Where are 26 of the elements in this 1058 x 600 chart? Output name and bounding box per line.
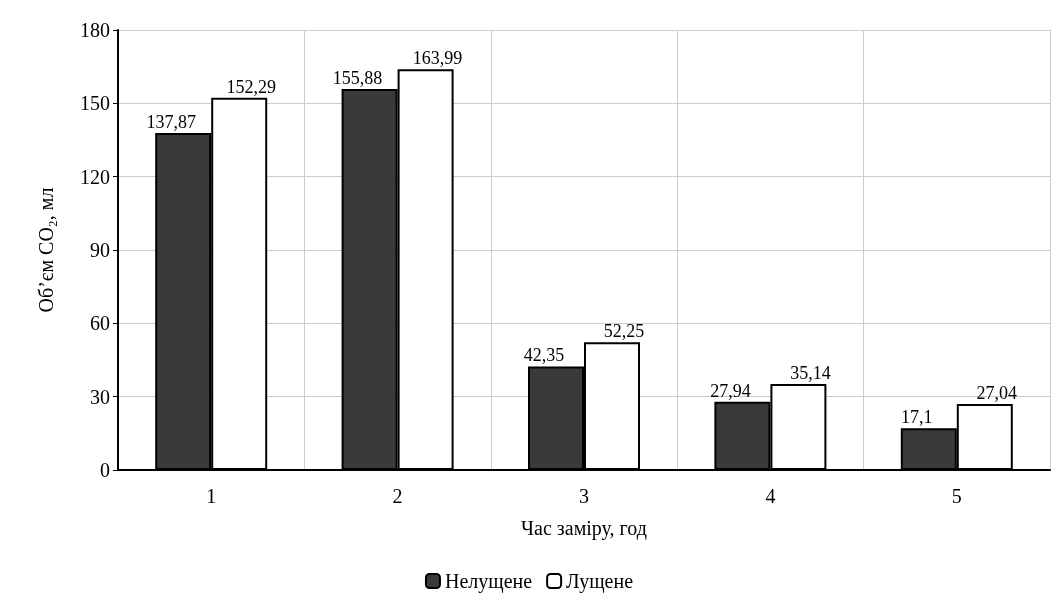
x-tick-label: 3	[579, 485, 589, 507]
y-tick-label: 150	[80, 92, 110, 115]
y-tick-label: 120	[80, 165, 110, 188]
data-label: 152,29	[226, 76, 276, 97]
y-tick-label: 60	[90, 312, 110, 335]
x-tick-label: 4	[765, 485, 776, 507]
data-label: 52,25	[603, 321, 645, 342]
y-tick-label: 0	[100, 459, 110, 481]
data-label: 27,04	[976, 382, 1018, 403]
data-label: 35,14	[790, 363, 831, 384]
x-tick-label: 5	[951, 485, 962, 507]
y-axis-title: Об’єм CO₂, мл	[35, 187, 57, 313]
x-tick-label: 1	[206, 485, 217, 507]
data-label: 155,88	[332, 67, 383, 88]
data-label: 163,99	[412, 48, 463, 69]
y-tick-label: 30	[90, 385, 110, 408]
data-label: 42,35	[523, 345, 565, 366]
x-tick-label: 2	[392, 485, 403, 507]
y-tick-label: 180	[80, 19, 110, 41]
legend-label: Лущене	[566, 570, 634, 593]
legend-label: Нелущене	[444, 570, 533, 593]
x-axis-title: Час заміру, год	[521, 517, 647, 540]
data-label: 17,1	[901, 407, 933, 428]
data-label: 137,87	[146, 111, 196, 132]
y-tick-label: 90	[90, 239, 110, 261]
data-label: 27,94	[710, 380, 751, 401]
